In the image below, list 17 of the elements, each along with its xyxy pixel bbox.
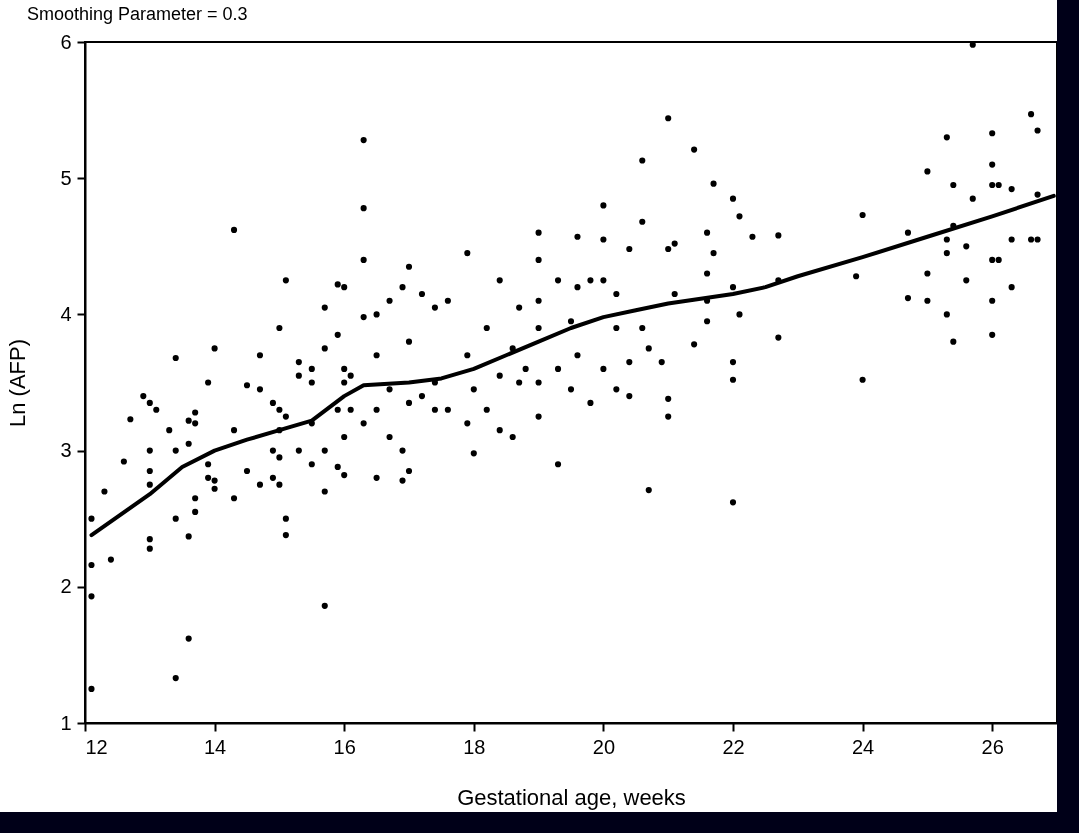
y-tick-label: 6	[60, 30, 72, 53]
x-tick-label: 18	[463, 735, 486, 758]
x-tick-label: 16	[333, 735, 356, 758]
y-tick-label: 2	[60, 575, 72, 598]
x-tick-label: 12	[85, 735, 108, 758]
x-tick-label: 20	[592, 735, 616, 758]
y-tick-label: 5	[60, 166, 72, 189]
y-tick-label: 3	[60, 439, 72, 462]
x-axis-title: Gestational age, weeks	[457, 784, 686, 810]
y-tick-label: 4	[60, 302, 72, 325]
x-tick-label: 26	[981, 735, 1004, 758]
y-axis-title: Ln (AFP)	[5, 338, 31, 428]
x-tick-label: 24	[851, 735, 875, 758]
x-tick-label: 14	[203, 735, 227, 758]
y-tick-label: 1	[60, 711, 72, 734]
x-tick-label: 22	[722, 735, 745, 758]
chart-title: Smoothing Parameter = 0.3	[26, 4, 248, 24]
